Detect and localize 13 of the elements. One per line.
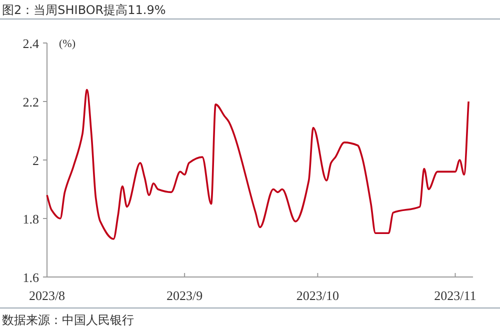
line-series	[46, 88, 470, 240]
source-note: 数据来源：中国人民银行	[2, 313, 134, 327]
y-tick-label: 2.2	[22, 94, 39, 110]
x-tick-label: 2023/11	[434, 288, 476, 303]
x-tick-label: 2023/8	[28, 288, 66, 303]
y-axis-title: (%)	[59, 38, 76, 50]
x-tick-label: 2023/9	[166, 288, 203, 303]
y-tick-label: 1.6	[22, 270, 40, 285]
y-tick-label: 2.4	[22, 36, 40, 51]
y-tick-label: 2	[32, 153, 39, 168]
x-tick-label: 2023/10	[296, 288, 339, 303]
y-tick-label: 1.8	[22, 212, 39, 226]
chart-title: 图2：当周SHIBOR提高11.9%	[2, 3, 166, 17]
